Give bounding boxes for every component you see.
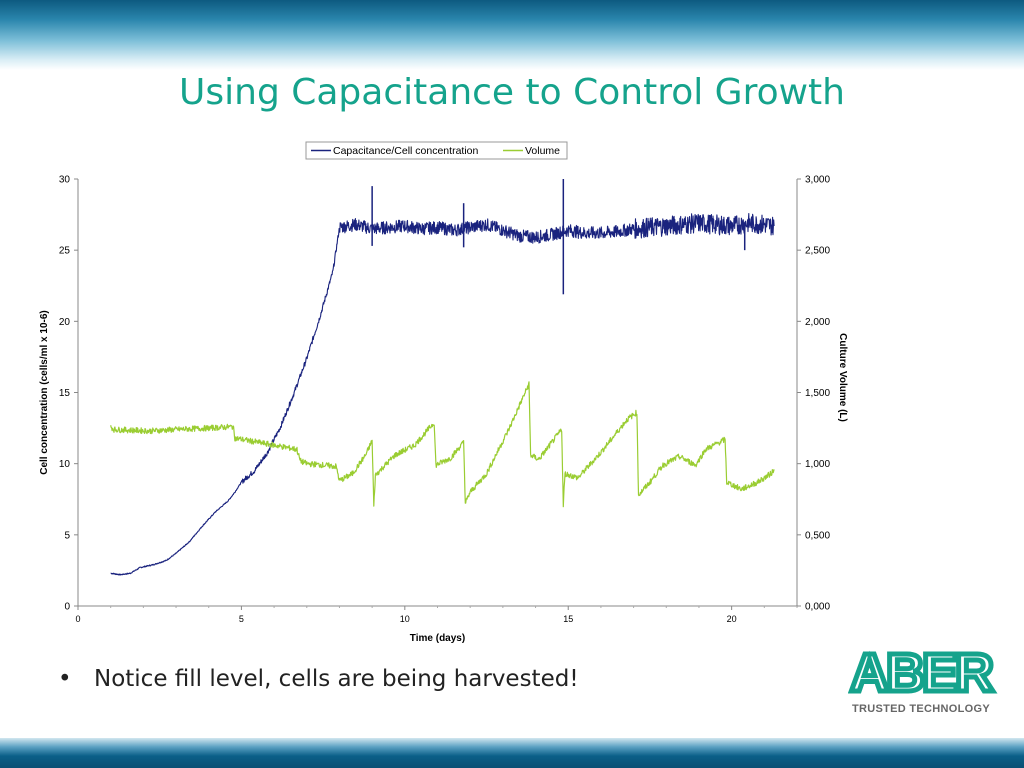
aber-logo-mark: ABER <box>848 641 999 706</box>
y-tick-label: 5 <box>64 530 70 541</box>
x-axis-label: Time (days) <box>410 633 465 644</box>
y-tick-label: 25 <box>59 246 71 257</box>
chart: 0 5 10 15 20 0 5 10 15 20 25 30 0,000 0,500 1,000 1,500… <box>39 141 848 644</box>
y2-tick-label: 1,500 <box>805 388 830 399</box>
legend-label-capacitance: Capacitance/Cell concentration <box>333 145 478 157</box>
legend-box <box>305 141 568 160</box>
x-tick-label: 0 <box>75 614 80 624</box>
header-gradient-band <box>0 0 1024 70</box>
y2-axis-label: Culture Volume (L) <box>837 333 848 422</box>
y2-tick-label: 2,000 <box>805 317 830 328</box>
y2-tick-label: 2,500 <box>805 246 830 257</box>
y2-tick-label: 0,500 <box>805 530 830 541</box>
slide-title: Using Capacitance to Control Growth <box>179 72 845 113</box>
y-tick-label: 20 <box>59 317 71 328</box>
y-tick-label: 10 <box>59 459 71 470</box>
logo-tagline: TRUSTED TECHNOLOGY <box>852 703 991 715</box>
y2-tick-label: 3,000 <box>805 175 830 186</box>
y2-tick-label: 0,000 <box>805 602 830 613</box>
x-tick-label: 10 <box>400 614 410 624</box>
legend-label-volume: Volume <box>525 145 560 157</box>
bullet-marker: • <box>58 666 72 692</box>
x-tick-label: 15 <box>563 614 573 624</box>
series-volume-line <box>110 381 775 508</box>
y-axis-label: Cell concentration (cells/ml x 10-6) <box>39 310 50 475</box>
footer-gradient-band <box>0 738 1024 768</box>
y-tick-label: 15 <box>59 388 71 399</box>
y-tick-label: 0 <box>64 602 70 613</box>
aber-logo: ABER TRUSTED TECHNOLOGY <box>848 641 999 720</box>
x-tick-label: 5 <box>239 614 244 624</box>
x-tick-label: 20 <box>727 614 737 624</box>
y-tick-label: 30 <box>59 175 71 186</box>
aber-logo-wordmark: ABER <box>850 645 993 700</box>
bullet-item: • Notice fill level, cells are being harv… <box>58 666 579 692</box>
y2-tick-label: 1,000 <box>805 459 830 470</box>
series-capacitance-line <box>110 212 775 576</box>
bullet-text: Notice fill level, cells are being harve… <box>94 666 579 692</box>
